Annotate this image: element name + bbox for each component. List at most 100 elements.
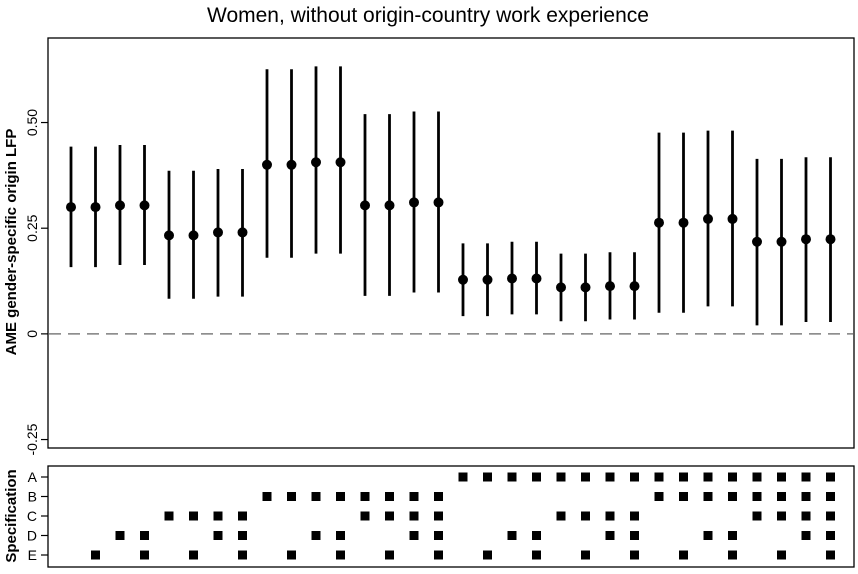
specification-marker — [801, 511, 811, 521]
specification-marker — [385, 550, 394, 560]
specification-marker — [556, 511, 566, 521]
specification-marker — [434, 511, 443, 521]
specification-marker — [213, 531, 223, 540]
point-estimate — [262, 159, 272, 170]
specification-row-label: B — [28, 489, 37, 505]
specification-marker — [752, 511, 762, 521]
point-estimate — [360, 200, 370, 211]
point-estimate — [409, 197, 419, 208]
point-estimate — [825, 234, 836, 245]
point-estimates — [66, 157, 836, 293]
y-tick-label: 0.25 — [24, 214, 40, 241]
specification-marker — [287, 550, 296, 560]
point-estimate — [727, 213, 738, 224]
specification-marker — [189, 511, 198, 521]
specification-row-label: E — [28, 547, 37, 563]
specification-marker — [556, 472, 566, 482]
point-estimate — [703, 213, 713, 224]
point-estimate — [66, 202, 76, 213]
point-estimate — [384, 200, 395, 211]
specification-marker — [507, 472, 517, 482]
specification-marker — [630, 550, 639, 560]
specification-marker — [703, 472, 713, 482]
point-estimate — [531, 273, 542, 284]
specification-marker — [458, 472, 468, 482]
specification-marker — [777, 492, 786, 501]
specification-marker — [752, 492, 762, 501]
specification-marker — [826, 550, 835, 560]
specification-marker — [605, 511, 615, 521]
main-plot-frame — [47, 37, 855, 449]
specification-row-label: C — [27, 508, 37, 524]
point-estimate — [164, 230, 174, 241]
specification-marker — [728, 531, 737, 540]
specification-marker — [630, 531, 639, 540]
specification-marker — [360, 511, 370, 521]
confidence-intervals — [69, 66, 832, 326]
specification-marker — [164, 511, 174, 521]
specification-marker — [140, 531, 149, 540]
specification-marker — [238, 531, 247, 540]
specification-marker — [630, 511, 639, 521]
specification-marker — [801, 492, 811, 501]
point-estimate — [335, 157, 346, 168]
specification-markers — [91, 472, 835, 560]
point-estimate — [237, 227, 248, 238]
specification-marker — [728, 492, 737, 501]
specification-marker — [654, 472, 664, 482]
specification-marker — [189, 550, 198, 560]
point-estimate — [311, 157, 321, 168]
specification-marker — [777, 511, 786, 521]
specification-marker — [605, 472, 615, 482]
specification-marker — [213, 511, 223, 521]
point-estimate — [629, 281, 640, 292]
specification-marker — [826, 492, 835, 501]
y-axis-label: AME gender-specific origin LFP — [3, 129, 20, 356]
specification-marker — [679, 492, 688, 501]
specification-axis-label: Specification — [3, 469, 20, 562]
specification-marker — [409, 531, 419, 540]
point-estimate — [507, 273, 517, 284]
specification-marker — [679, 472, 688, 482]
specification-marker — [581, 472, 590, 482]
specification-marker — [703, 492, 713, 501]
point-estimate — [90, 202, 101, 213]
specification-marker — [360, 492, 370, 501]
point-estimate — [286, 159, 297, 170]
specification-marker — [826, 472, 835, 482]
specification-marker — [336, 531, 345, 540]
point-estimate — [580, 282, 591, 293]
specification-marker — [409, 511, 419, 521]
specification-marker — [728, 472, 737, 482]
specification-marker — [409, 492, 419, 501]
specification-marker — [336, 550, 345, 560]
specification-marker — [703, 531, 713, 540]
specification-marker — [605, 531, 615, 540]
point-estimate — [752, 236, 762, 247]
y-tick-label: 0 — [24, 330, 40, 338]
specification-marker — [287, 492, 296, 501]
point-estimate — [139, 200, 150, 211]
y-tick-label: -0.25 — [24, 423, 40, 455]
specification-marker — [262, 492, 272, 501]
specification-marker — [483, 472, 492, 482]
specification-marker — [826, 511, 835, 521]
specification-row-label: A — [28, 469, 38, 485]
specification-marker — [728, 550, 737, 560]
specification-marker — [238, 511, 247, 521]
specification-marker — [752, 472, 762, 482]
chart-title: Women, without origin-country work exper… — [207, 4, 649, 27]
specification-marker — [532, 472, 541, 482]
specification-marker — [91, 550, 100, 560]
specification-marker — [801, 531, 811, 540]
specification-marker — [581, 550, 590, 560]
point-estimate — [776, 236, 787, 247]
specification-marker — [385, 511, 394, 521]
y-axis: -0.25 0 0.25 0.50 — [24, 109, 48, 456]
specification-marker — [238, 550, 247, 560]
specification-marker — [630, 472, 639, 482]
specification-marker — [336, 492, 345, 501]
point-estimate — [213, 227, 223, 238]
